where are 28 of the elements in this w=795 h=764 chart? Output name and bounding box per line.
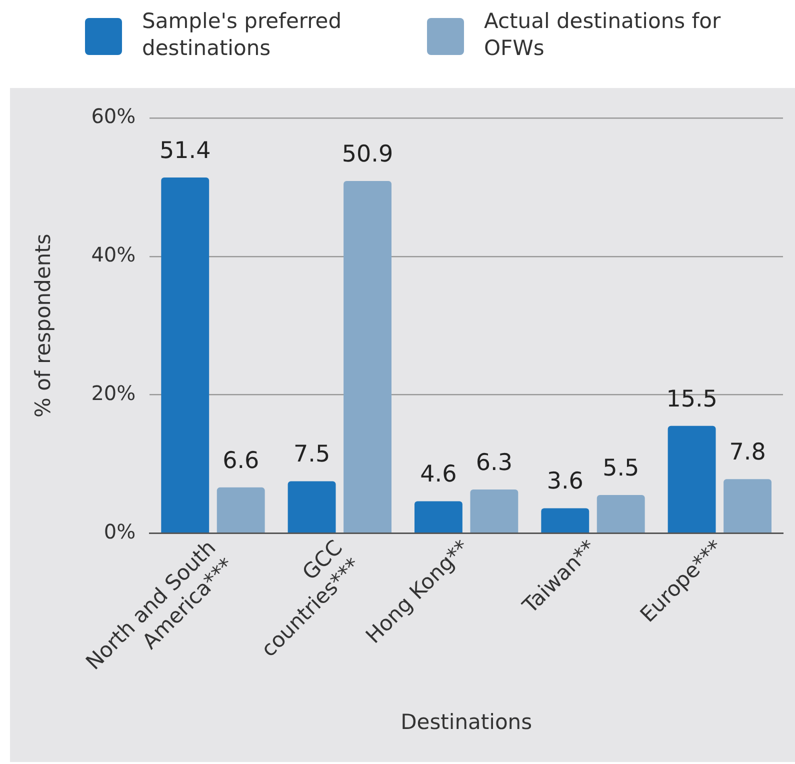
y-tick-label: 40% — [91, 242, 136, 267]
bar — [414, 501, 462, 532]
bar — [161, 178, 210, 532]
y-tick-label: 0% — [104, 519, 136, 544]
data-label: 51.4 — [160, 138, 211, 164]
x-axis-title: Destinations — [400, 710, 532, 734]
data-label: 50.9 — [342, 141, 394, 168]
bar — [470, 490, 518, 532]
bar — [216, 487, 265, 532]
legend-label: Actual destinations for OFWs — [484, 8, 722, 62]
data-label: 5.5 — [602, 456, 640, 482]
bar — [288, 481, 336, 532]
y-tick-label: 60% — [91, 104, 136, 128]
legend-label: Sample's preferred destinations — [142, 8, 343, 62]
data-label: 7.8 — [729, 440, 766, 466]
data-label: 4.6 — [420, 462, 457, 488]
data-label: 7.5 — [294, 442, 330, 468]
y-tick-label: 20% — [91, 380, 136, 405]
bar — [541, 508, 590, 532]
bar — [724, 479, 772, 532]
bar — [668, 426, 716, 532]
data-label: 6.3 — [476, 450, 512, 476]
bar — [344, 180, 392, 532]
data-label: 3.6 — [546, 468, 584, 495]
data-label: 15.5 — [666, 386, 718, 412]
bar — [596, 495, 645, 532]
y-axis-title: % of respondents — [31, 234, 56, 418]
data-label: 6.6 — [222, 448, 260, 474]
